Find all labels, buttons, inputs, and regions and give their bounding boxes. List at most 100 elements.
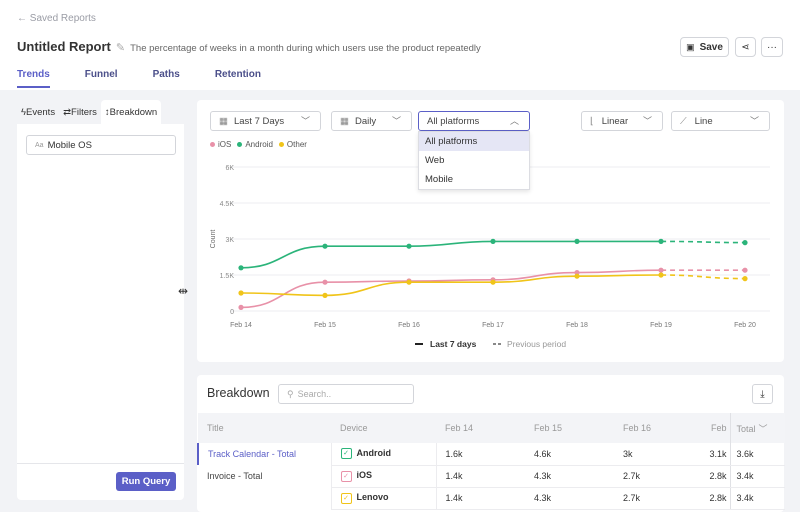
filter-icon: ⇄ (63, 106, 72, 118)
data-point[interactable] (490, 279, 496, 285)
column-header[interactable]: Feb 15 (525, 413, 614, 443)
download-button[interactable]: ⤓ (752, 384, 773, 404)
data-point[interactable] (574, 270, 580, 276)
breakdown-item[interactable]: Aa Mobile OS (26, 135, 176, 155)
tab-retention[interactable]: Retention (214, 69, 261, 80)
line-chart: 0 1.5K 3K 4.5K 6K Count Feb 14 Feb 15 Feb 16 Feb … (210, 165, 770, 349)
title-item[interactable]: Track Calendar - Total (197, 443, 331, 465)
value-cell: 1.4k (435, 487, 525, 510)
value-cell: 3.1k (694, 443, 730, 466)
data-point[interactable] (658, 238, 664, 244)
option-web[interactable]: Web (425, 155, 445, 166)
data-point[interactable] (238, 290, 244, 296)
data-point[interactable] (406, 279, 412, 285)
breakdown-icon: ↕ (104, 106, 110, 118)
text-type-icon: Aa (35, 141, 44, 149)
x-tick-label: Feb 15 (314, 322, 336, 329)
device-cell[interactable]: ✓ Lenovo (330, 487, 436, 510)
tab-funnel[interactable]: Funnel (84, 69, 118, 80)
data-point[interactable] (574, 238, 580, 244)
series-line-ios (240, 269, 662, 309)
option-mobile[interactable]: Mobile (425, 174, 453, 185)
date-range-select[interactable]: ▦ Last 7 Days ﹀ (210, 111, 321, 131)
data-point[interactable] (238, 265, 244, 271)
pencil-icon[interactable]: ✎ (115, 42, 126, 54)
series-line-previous-android (660, 240, 746, 244)
bolt-icon: ϟ (21, 106, 27, 118)
column-header[interactable]: Title (198, 413, 331, 443)
breakdown-table: Title Device Feb 14 Feb 15 Feb 16 Feb To… (197, 413, 785, 510)
checkbox-checked-icon[interactable]: ✓ (340, 448, 352, 460)
data-point[interactable] (406, 243, 412, 249)
column-header[interactable]: Feb 14 (436, 413, 525, 443)
value-cell: 3.4k (729, 465, 785, 488)
data-point[interactable] (574, 273, 580, 279)
platform-select[interactable]: All platforms ︿ (418, 111, 530, 131)
header: ← Saved Reports Untitled Report ✎ The pe… (0, 0, 800, 90)
chart-legend: iOS Android Other (210, 140, 307, 149)
title-row: Untitled Report ✎ The percentage of week… (17, 39, 481, 54)
device-cell[interactable]: ✓ Android (330, 443, 436, 466)
scale-select[interactable]: ⌊ Linear ﹀ (581, 111, 663, 131)
chart-type-select[interactable]: ⟋ Line ﹀ (671, 111, 770, 131)
data-point[interactable] (658, 272, 664, 278)
tab-filters[interactable]: ⇄ Filters (63, 106, 97, 118)
back-link[interactable]: ← Saved Reports (17, 13, 96, 24)
more-button[interactable]: ··· (761, 37, 783, 57)
data-point[interactable] (322, 243, 328, 249)
option-all-platforms[interactable]: All platforms (419, 132, 529, 151)
data-point[interactable] (658, 267, 664, 273)
interval-select[interactable]: ▦ Daily ﹀ (331, 111, 412, 131)
x-tick-label: Feb 18 (566, 322, 588, 329)
value-cell: 3.4k (729, 487, 785, 510)
title-item[interactable]: Invoice - Total (207, 471, 263, 481)
tab-breakdown[interactable]: ↕ Breakdown (100, 100, 162, 124)
y-tick-label: 0 (230, 309, 234, 316)
download-icon: ⤓ (760, 388, 765, 400)
line-chart-icon: ⟋ (680, 115, 687, 127)
run-query-button[interactable]: Run Query (116, 472, 176, 491)
report-title[interactable]: Untitled Report (17, 39, 111, 54)
chevron-down-icon: ﹀ (300, 116, 310, 126)
chevron-down-icon: ﹀ (758, 423, 768, 434)
data-point[interactable] (322, 279, 328, 285)
tab-paths[interactable]: Paths (152, 69, 180, 80)
value-cell: 3.6k (729, 443, 785, 466)
legend-android[interactable]: Android (237, 140, 273, 149)
share-button[interactable]: ⋖ (735, 37, 756, 57)
legend-other[interactable]: Other (278, 140, 307, 149)
save-button[interactable]: ▣ Save (680, 37, 729, 57)
data-point[interactable] (238, 304, 244, 310)
value-cell: 2.8k (694, 487, 730, 510)
more-icon: ··· (767, 41, 777, 53)
chevron-down-icon: ﹀ (391, 116, 401, 126)
arrow-left-icon: ← (17, 13, 30, 24)
column-header[interactable]: Device (331, 413, 436, 443)
series-line-other (240, 274, 662, 297)
column-header-total[interactable]: Total ﹀ (729, 413, 785, 443)
column-header[interactable]: Feb (694, 413, 730, 443)
checkbox-checked-icon[interactable]: ✓ (340, 492, 352, 504)
resize-handle-icon[interactable]: ⇹ (178, 284, 189, 298)
column-header[interactable]: Feb 16 (614, 413, 694, 443)
data-point[interactable] (742, 276, 748, 282)
data-point[interactable] (742, 267, 748, 273)
tab-events[interactable]: ϟ Events (21, 106, 56, 118)
device-cell[interactable]: ✓ iOS (330, 465, 436, 488)
data-point[interactable] (322, 292, 328, 298)
calendar-icon: ▦ (340, 115, 349, 127)
x-tick-label: Feb 14 (230, 322, 252, 329)
axis-icon: ⌊ (590, 115, 594, 127)
search-input[interactable]: ⚲ Search.. (278, 384, 414, 404)
tab-trends[interactable]: Trends (17, 69, 50, 88)
x-tick-label: Feb 16 (398, 322, 420, 329)
chevron-down-icon: ﹀ (749, 116, 759, 126)
checkbox-checked-icon[interactable]: ✓ (340, 470, 352, 482)
data-point[interactable] (490, 238, 496, 244)
legend-previous-period[interactable]: Previous period (507, 339, 566, 349)
platform-dropdown: All platforms Web Mobile (418, 131, 530, 190)
data-point[interactable] (742, 240, 748, 246)
legend-ios[interactable]: iOS (210, 140, 231, 149)
legend-current-period[interactable]: Last 7 days (430, 339, 477, 349)
search-icon: ⚲ (287, 388, 294, 399)
